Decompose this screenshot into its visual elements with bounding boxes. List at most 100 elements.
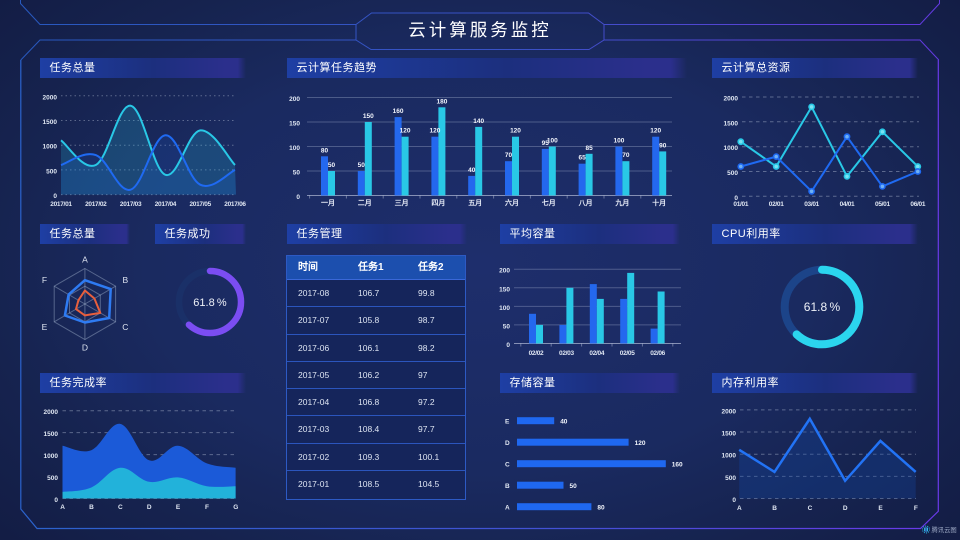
svg-text:G: G	[233, 504, 238, 511]
svg-text:0: 0	[732, 497, 736, 504]
svg-text:80: 80	[321, 147, 329, 154]
svg-text:六月: 六月	[505, 198, 519, 207]
svg-text:50: 50	[358, 162, 366, 169]
svg-text:120: 120	[650, 128, 661, 135]
svg-text:C: C	[122, 322, 128, 332]
svg-text:B: B	[122, 275, 128, 285]
svg-text:C: C	[118, 504, 123, 511]
svg-text:C: C	[808, 505, 813, 512]
svg-text:1500: 1500	[722, 431, 737, 438]
svg-text:120: 120	[429, 128, 440, 135]
svg-text:2017/02: 2017/02	[85, 201, 107, 208]
svg-text:500: 500	[46, 168, 57, 175]
svg-text:70: 70	[622, 152, 630, 159]
svg-text:50: 50	[570, 483, 578, 490]
svg-text:1000: 1000	[724, 145, 739, 152]
svg-text:120: 120	[510, 128, 521, 135]
svg-text:2000: 2000	[44, 409, 59, 416]
svg-text:04/01: 04/01	[840, 201, 855, 208]
svg-text:95: 95	[542, 140, 550, 147]
svg-text:100: 100	[289, 145, 300, 152]
svg-text:150: 150	[499, 286, 510, 293]
svg-text:160: 160	[672, 461, 683, 468]
svg-text:七月: 七月	[542, 198, 556, 207]
svg-text:06/01: 06/01	[910, 201, 925, 208]
svg-text:0: 0	[53, 193, 57, 200]
svg-text:0: 0	[506, 342, 510, 349]
svg-text:70: 70	[505, 152, 513, 159]
svg-text:200: 200	[499, 268, 510, 275]
svg-text:2017/04: 2017/04	[155, 201, 177, 208]
svg-text:D: D	[147, 504, 152, 511]
svg-text:05/01: 05/01	[875, 201, 890, 208]
svg-text:一月: 一月	[321, 199, 335, 207]
svg-text:160: 160	[393, 108, 404, 115]
svg-text:61.8 %: 61.8 %	[193, 297, 227, 309]
svg-text:50: 50	[328, 162, 336, 169]
svg-text:1500: 1500	[44, 431, 59, 438]
svg-text:01/01: 01/01	[733, 201, 748, 208]
svg-text:0: 0	[296, 194, 300, 201]
svg-text:03/01: 03/01	[804, 201, 819, 208]
svg-text:200: 200	[289, 96, 300, 103]
svg-text:2000: 2000	[722, 408, 737, 415]
svg-text:1500: 1500	[724, 120, 739, 127]
svg-text:50: 50	[293, 170, 301, 177]
svg-text:150: 150	[363, 113, 374, 120]
svg-text:180: 180	[436, 98, 447, 105]
svg-text:2000: 2000	[43, 94, 58, 101]
svg-text:80: 80	[597, 504, 605, 511]
svg-text:02/03: 02/03	[559, 350, 574, 357]
svg-text:40: 40	[560, 418, 568, 425]
svg-text:85: 85	[585, 145, 593, 152]
svg-text:100: 100	[613, 138, 624, 145]
svg-text:120: 120	[635, 440, 646, 447]
svg-text:02/05: 02/05	[620, 350, 635, 357]
svg-text:E: E	[505, 418, 510, 425]
svg-text:A: A	[60, 504, 65, 511]
svg-text:九月: 九月	[614, 198, 629, 207]
svg-text:五月: 五月	[468, 199, 482, 207]
svg-text:2017/06: 2017/06	[224, 201, 246, 208]
svg-text:A: A	[505, 504, 510, 511]
svg-text:500: 500	[727, 170, 738, 177]
svg-text:F: F	[914, 505, 918, 512]
svg-text:140: 140	[473, 118, 484, 125]
svg-text:1000: 1000	[722, 453, 737, 460]
svg-text:B: B	[772, 505, 777, 512]
svg-text:D: D	[82, 343, 88, 353]
svg-text:1000: 1000	[44, 453, 59, 460]
svg-text:0: 0	[54, 497, 58, 504]
svg-text:2017/01: 2017/01	[50, 201, 72, 208]
svg-text:2000: 2000	[724, 96, 739, 103]
svg-text:65: 65	[578, 155, 586, 162]
svg-text:三月: 三月	[395, 199, 409, 207]
svg-text:61.8 %: 61.8 %	[804, 300, 841, 314]
svg-text:十月: 十月	[652, 198, 666, 207]
svg-text:500: 500	[47, 475, 58, 482]
svg-text:02/01: 02/01	[769, 201, 784, 208]
svg-text:2017/03: 2017/03	[120, 201, 142, 208]
svg-text:D: D	[843, 505, 848, 512]
svg-text:2017/05: 2017/05	[189, 201, 211, 208]
svg-text:F: F	[205, 504, 209, 511]
svg-text:150: 150	[289, 121, 300, 128]
svg-text:90: 90	[659, 142, 667, 149]
svg-text:1000: 1000	[43, 144, 58, 151]
svg-text:120: 120	[400, 128, 411, 135]
svg-text:四月: 四月	[431, 199, 445, 207]
svg-text:E: E	[176, 504, 181, 511]
svg-text:100: 100	[499, 305, 510, 312]
svg-text:100: 100	[547, 138, 558, 145]
svg-text:02/06: 02/06	[650, 350, 665, 357]
svg-text:E: E	[42, 322, 48, 332]
svg-text:50: 50	[503, 323, 511, 330]
svg-text:C: C	[505, 461, 510, 468]
svg-text:1500: 1500	[43, 119, 58, 126]
svg-text:02/04: 02/04	[589, 350, 604, 357]
svg-text:500: 500	[725, 475, 736, 482]
svg-text:A: A	[737, 505, 742, 512]
svg-text:F: F	[42, 275, 47, 285]
svg-text:D: D	[505, 440, 510, 447]
svg-text:B: B	[89, 504, 94, 511]
